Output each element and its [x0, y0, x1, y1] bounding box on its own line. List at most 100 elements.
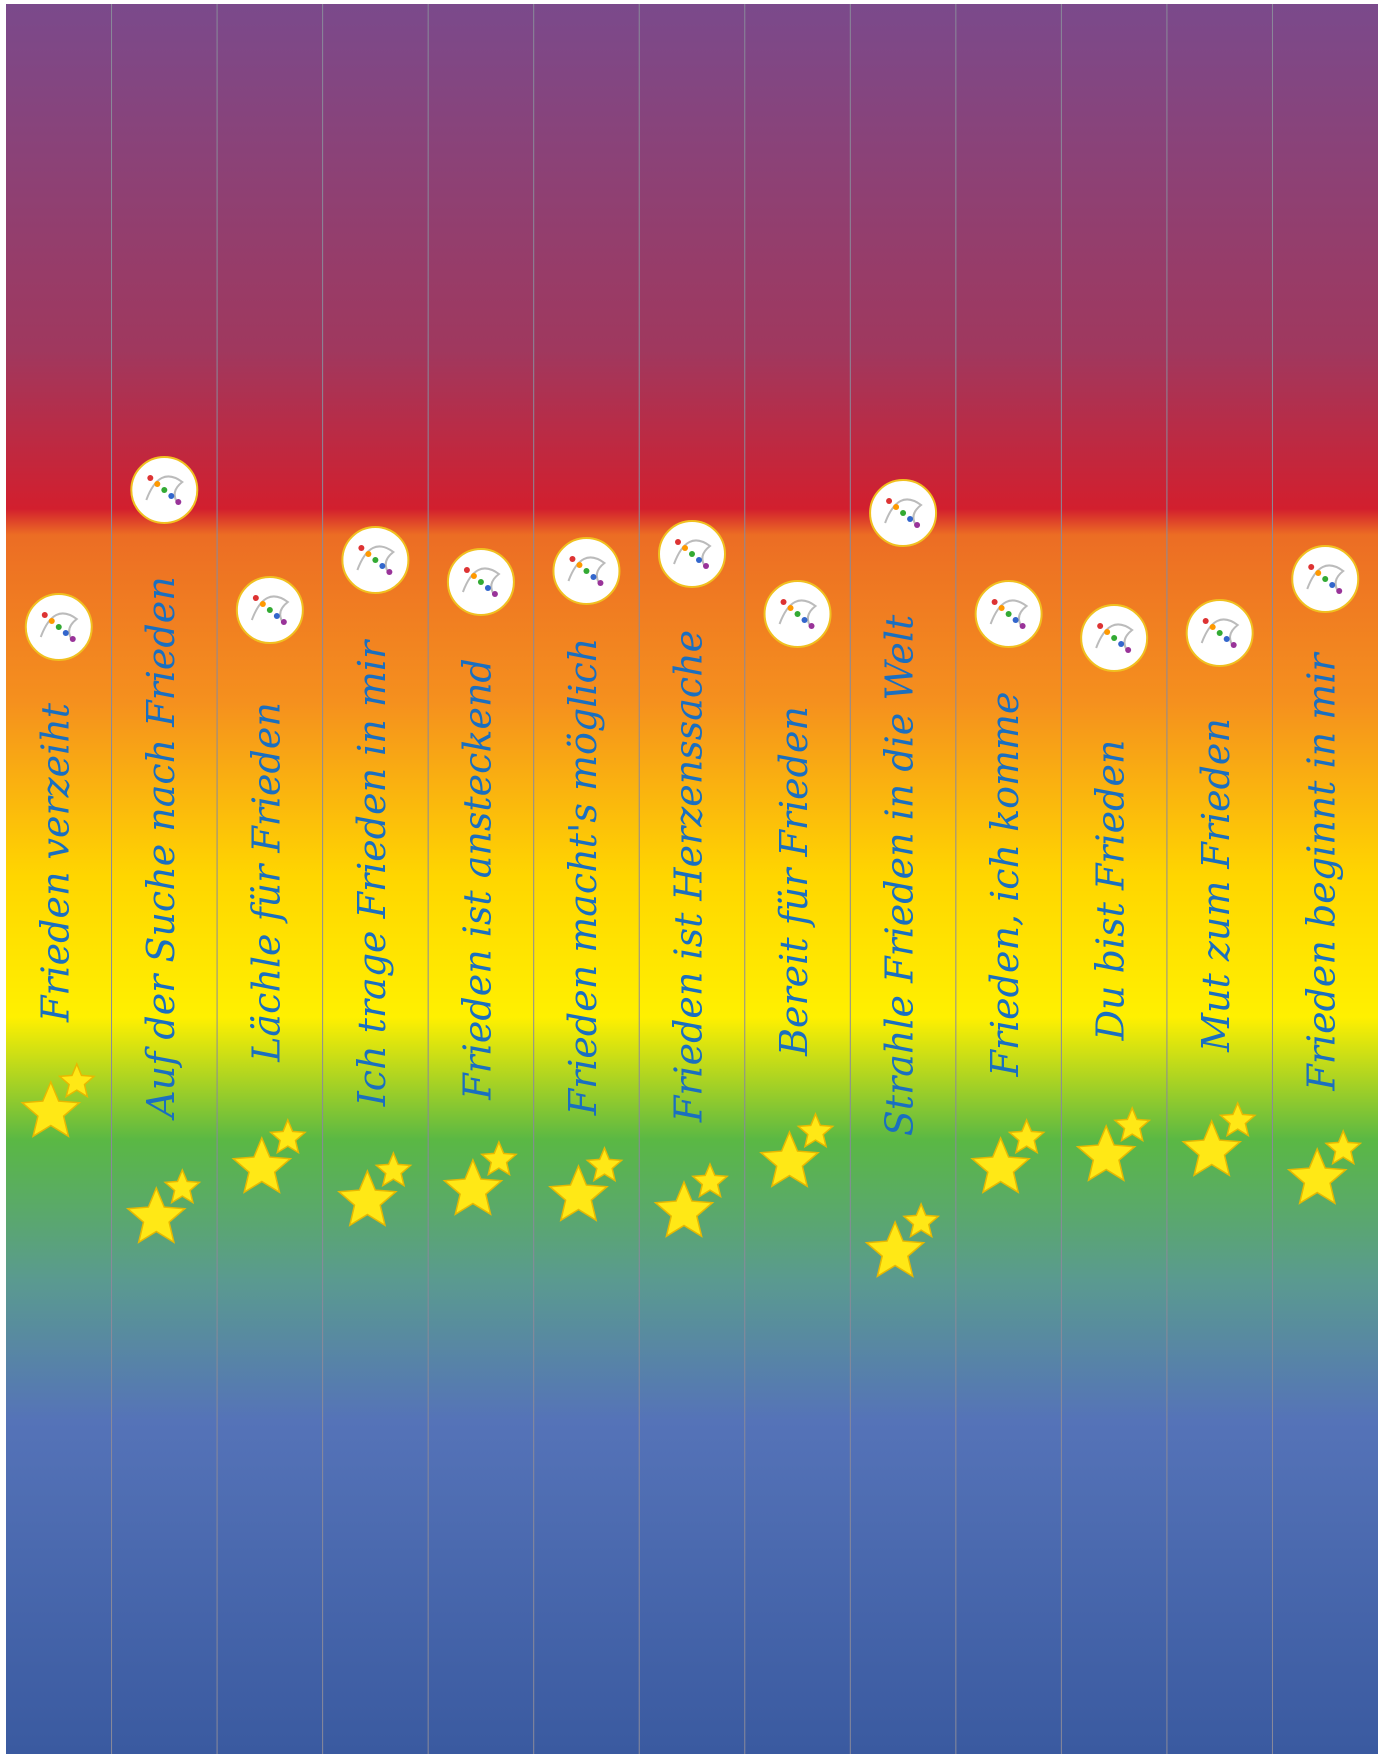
logo-dot [703, 563, 709, 569]
bookmark: Frieden ist Herzenssache [638, 4, 729, 1754]
logo-dot [273, 613, 280, 619]
bookmark-text: Frieden macht's möglich [561, 638, 605, 1117]
logo-dot [590, 574, 597, 580]
logo-dot [569, 556, 576, 562]
logo-dot [477, 579, 484, 585]
sheet-background [6, 4, 1378, 1754]
bookmark-text: Ich trage Frieden in mir [350, 638, 394, 1107]
star [442, 1158, 504, 1216]
logo-dot [484, 585, 491, 591]
logo-dot [491, 591, 498, 597]
star [1286, 1147, 1348, 1205]
logo-dot [689, 551, 695, 557]
logo-dot [1104, 629, 1111, 635]
bookmark-text: Frieden ist ansteckend [455, 658, 499, 1101]
star [20, 1080, 82, 1138]
logo-dot [886, 498, 893, 504]
star [1075, 1124, 1137, 1182]
logo-dot [175, 499, 182, 505]
bookmark: Frieden ist ansteckend [427, 4, 518, 1754]
bookmark: Bereit für Frieden [744, 4, 835, 1754]
star [796, 1112, 835, 1149]
star [374, 1151, 413, 1188]
logo-dot [675, 539, 681, 545]
star [759, 1130, 820, 1188]
logo-dot [168, 493, 175, 499]
logo-dot [907, 516, 914, 522]
star [1218, 1101, 1257, 1138]
logo-dot [1202, 618, 1209, 624]
logo-dot [62, 630, 69, 636]
logo-dot [1209, 624, 1216, 630]
logo-dot [266, 607, 273, 613]
logo-dot [48, 618, 55, 624]
bookmark-text: Frieden beginnt in mir [1300, 651, 1344, 1092]
star [125, 1186, 187, 1244]
star [163, 1168, 202, 1205]
star [653, 1180, 715, 1238]
logo-dot [252, 595, 259, 601]
logo-dot [780, 599, 787, 605]
bookmark-text: Frieden verzeiht [33, 702, 77, 1023]
logo-dot [463, 567, 470, 573]
logo-dot [1012, 617, 1019, 623]
star [691, 1162, 729, 1199]
bookmark-text: Bereit für Frieden [772, 706, 816, 1057]
bookmark-text: Frieden ist Herzenssache [667, 630, 711, 1123]
logo-dot [470, 573, 477, 579]
logo-dot [154, 481, 161, 487]
bookmark-text: Strahle Frieden in die Welt [878, 614, 922, 1136]
logo-dot [280, 619, 287, 625]
star [337, 1169, 398, 1227]
logo-dot [1125, 647, 1132, 653]
logo-dot [1019, 623, 1026, 629]
logo-dot [147, 475, 154, 481]
logo-dot [1315, 570, 1322, 576]
bookmark-text: Lächle für Frieden [244, 702, 288, 1063]
logo-dot [794, 611, 801, 617]
logo-dot [696, 557, 702, 563]
logo-dot [1111, 635, 1118, 641]
logo-dot [386, 569, 393, 575]
logo-dot [801, 617, 808, 623]
star [231, 1136, 293, 1194]
star [1007, 1118, 1046, 1155]
logo-dot [787, 605, 794, 611]
bookmark: Du bist Frieden [1060, 4, 1152, 1754]
bookmark: Frieden, ich komme [955, 4, 1046, 1754]
logo-dot [372, 557, 379, 563]
bookmark-text: Frieden, ich komme [983, 691, 1027, 1077]
star [548, 1164, 609, 1222]
star [970, 1136, 1031, 1194]
logo-dot [1216, 630, 1223, 636]
star [1181, 1119, 1243, 1177]
logo-dot [682, 545, 688, 551]
logo-dot [998, 605, 1005, 611]
star [902, 1202, 941, 1239]
logo-dot [1118, 641, 1125, 647]
bookmark: Frieden verzeiht [20, 593, 96, 1138]
logo-dot [259, 601, 266, 607]
logo-dot [69, 636, 76, 642]
logo-dot [1322, 576, 1329, 582]
logo-dot [365, 551, 372, 557]
star [585, 1146, 624, 1183]
logo-dot [1336, 588, 1343, 594]
logo-dot [379, 563, 386, 569]
logo-dot [55, 624, 62, 630]
logo-dot [358, 545, 365, 551]
logo-dot [900, 510, 907, 516]
bookmark-text: Auf der Suche nach Frieden [139, 576, 183, 1120]
logo-dot [1230, 642, 1237, 648]
logo-dot [1005, 611, 1012, 617]
star [268, 1118, 307, 1155]
bookmark: Frieden macht's möglich [533, 4, 624, 1754]
logo-dot [991, 599, 998, 605]
logo-dot [41, 612, 48, 618]
bookmark: Lächle für Frieden [216, 4, 307, 1754]
bookmark: Mut zum Frieden [1166, 4, 1257, 1754]
logo-dot [1097, 623, 1104, 629]
bookmark-text: Mut zum Frieden [1194, 718, 1238, 1053]
logo-dot [576, 562, 583, 568]
